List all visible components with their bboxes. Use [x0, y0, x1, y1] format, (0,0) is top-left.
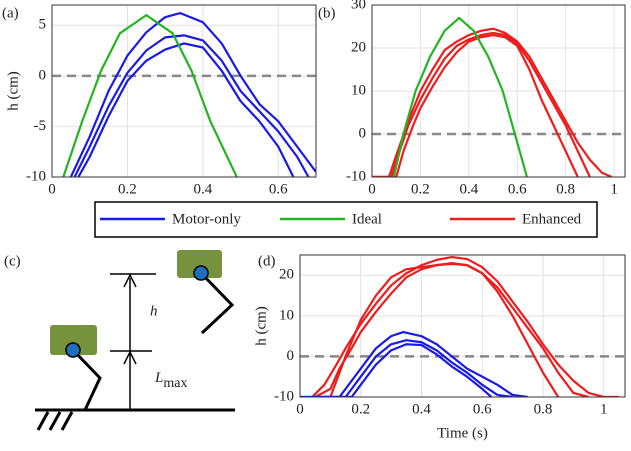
x-tick-label: 0.6 [473, 401, 492, 417]
hatch [48, 411, 62, 431]
leg [199, 271, 235, 335]
data-line [372, 31, 591, 177]
x-tick-label: 0 [296, 401, 304, 417]
y-tick-label: -5 [34, 118, 47, 134]
y-tick-label: 0 [287, 348, 295, 364]
data-line [300, 330, 528, 397]
y-tick-label: -10 [346, 168, 366, 184]
y-tick-label: 0 [39, 67, 47, 83]
arrow-head [123, 350, 137, 365]
axes-frame [371, 4, 626, 178]
data-line [73, 34, 310, 177]
plot-lines [372, 16, 613, 177]
data-line [372, 33, 579, 177]
x-tick-label: 0.4 [412, 401, 431, 417]
body [50, 325, 97, 355]
x-tick-label: 1 [600, 401, 608, 417]
y-tick-label: 20 [279, 267, 294, 283]
body [177, 250, 222, 278]
y-axis-label: h (cm) [5, 71, 21, 111]
legend-label: Enhanced [522, 211, 582, 227]
x-tick-label: 0.6 [508, 181, 527, 197]
data-line [77, 42, 295, 177]
y-tick-label: 20 [351, 39, 366, 55]
legend: Motor-only Ideal Enhanced [94, 201, 598, 238]
hatch [36, 411, 50, 431]
axes-frame [299, 254, 626, 398]
h-label: h [150, 303, 158, 319]
x-tick-label: 0 [48, 181, 56, 197]
joint [193, 265, 209, 281]
data-line [69, 11, 316, 177]
x-tick-label: 0.8 [556, 181, 575, 197]
data-line [315, 339, 513, 397]
length-subscript: max [163, 376, 187, 391]
legend-label: Motor-only [172, 211, 241, 227]
joint [65, 342, 81, 358]
y-tick-label: 0 [359, 125, 367, 141]
leg [71, 348, 102, 411]
y-tick-label: -10 [26, 168, 46, 184]
x-tick-label: 0.4 [193, 181, 212, 197]
arrow-head [123, 273, 137, 288]
legend-label: Ideal [352, 211, 382, 227]
plot-lines [62, 11, 316, 177]
x-tick-label: 1 [610, 181, 618, 197]
diagram: (c) h Lmax [4, 250, 235, 431]
y-tick-label: 5 [39, 17, 47, 33]
x-tick-label: 0.2 [118, 181, 137, 197]
x-tick-label: 0 [368, 181, 376, 197]
plot-area [52, 5, 316, 177]
plot-area [300, 255, 625, 397]
plot-lines [300, 255, 619, 397]
data-line [62, 14, 238, 177]
panel-label: (b) [318, 5, 336, 21]
panel-label: (c) [4, 253, 21, 269]
x-tick-label: 0.8 [534, 401, 553, 417]
y-tick-label: -10 [274, 388, 294, 404]
x-tick-label: 0.6 [269, 181, 288, 197]
data-line [392, 16, 529, 177]
hatch [60, 411, 74, 431]
x-tick-label: 0.4 [459, 181, 478, 197]
axes-frame [51, 4, 317, 178]
x-tick-label: 0.2 [411, 181, 430, 197]
data-line [372, 27, 613, 177]
panel-label: (d) [258, 253, 276, 269]
y-tick-label: 10 [279, 307, 294, 323]
data-line [324, 343, 493, 397]
panel: 0 0.2 0.4 0.6 -10 -5 0 5 (a) h (cm) [2, 4, 317, 197]
x-axis-label: Time (s) [437, 425, 488, 441]
panel-label: (a) [2, 5, 19, 21]
y-axis-label: h (cm) [253, 306, 269, 346]
x-tick-label: 0.2 [351, 401, 370, 417]
length-label: Lmax [154, 370, 187, 391]
y-tick-label: 30 [351, 0, 366, 12]
length-symbol: L [154, 370, 163, 386]
data-line [300, 262, 560, 397]
y-tick-label: 10 [351, 82, 366, 98]
